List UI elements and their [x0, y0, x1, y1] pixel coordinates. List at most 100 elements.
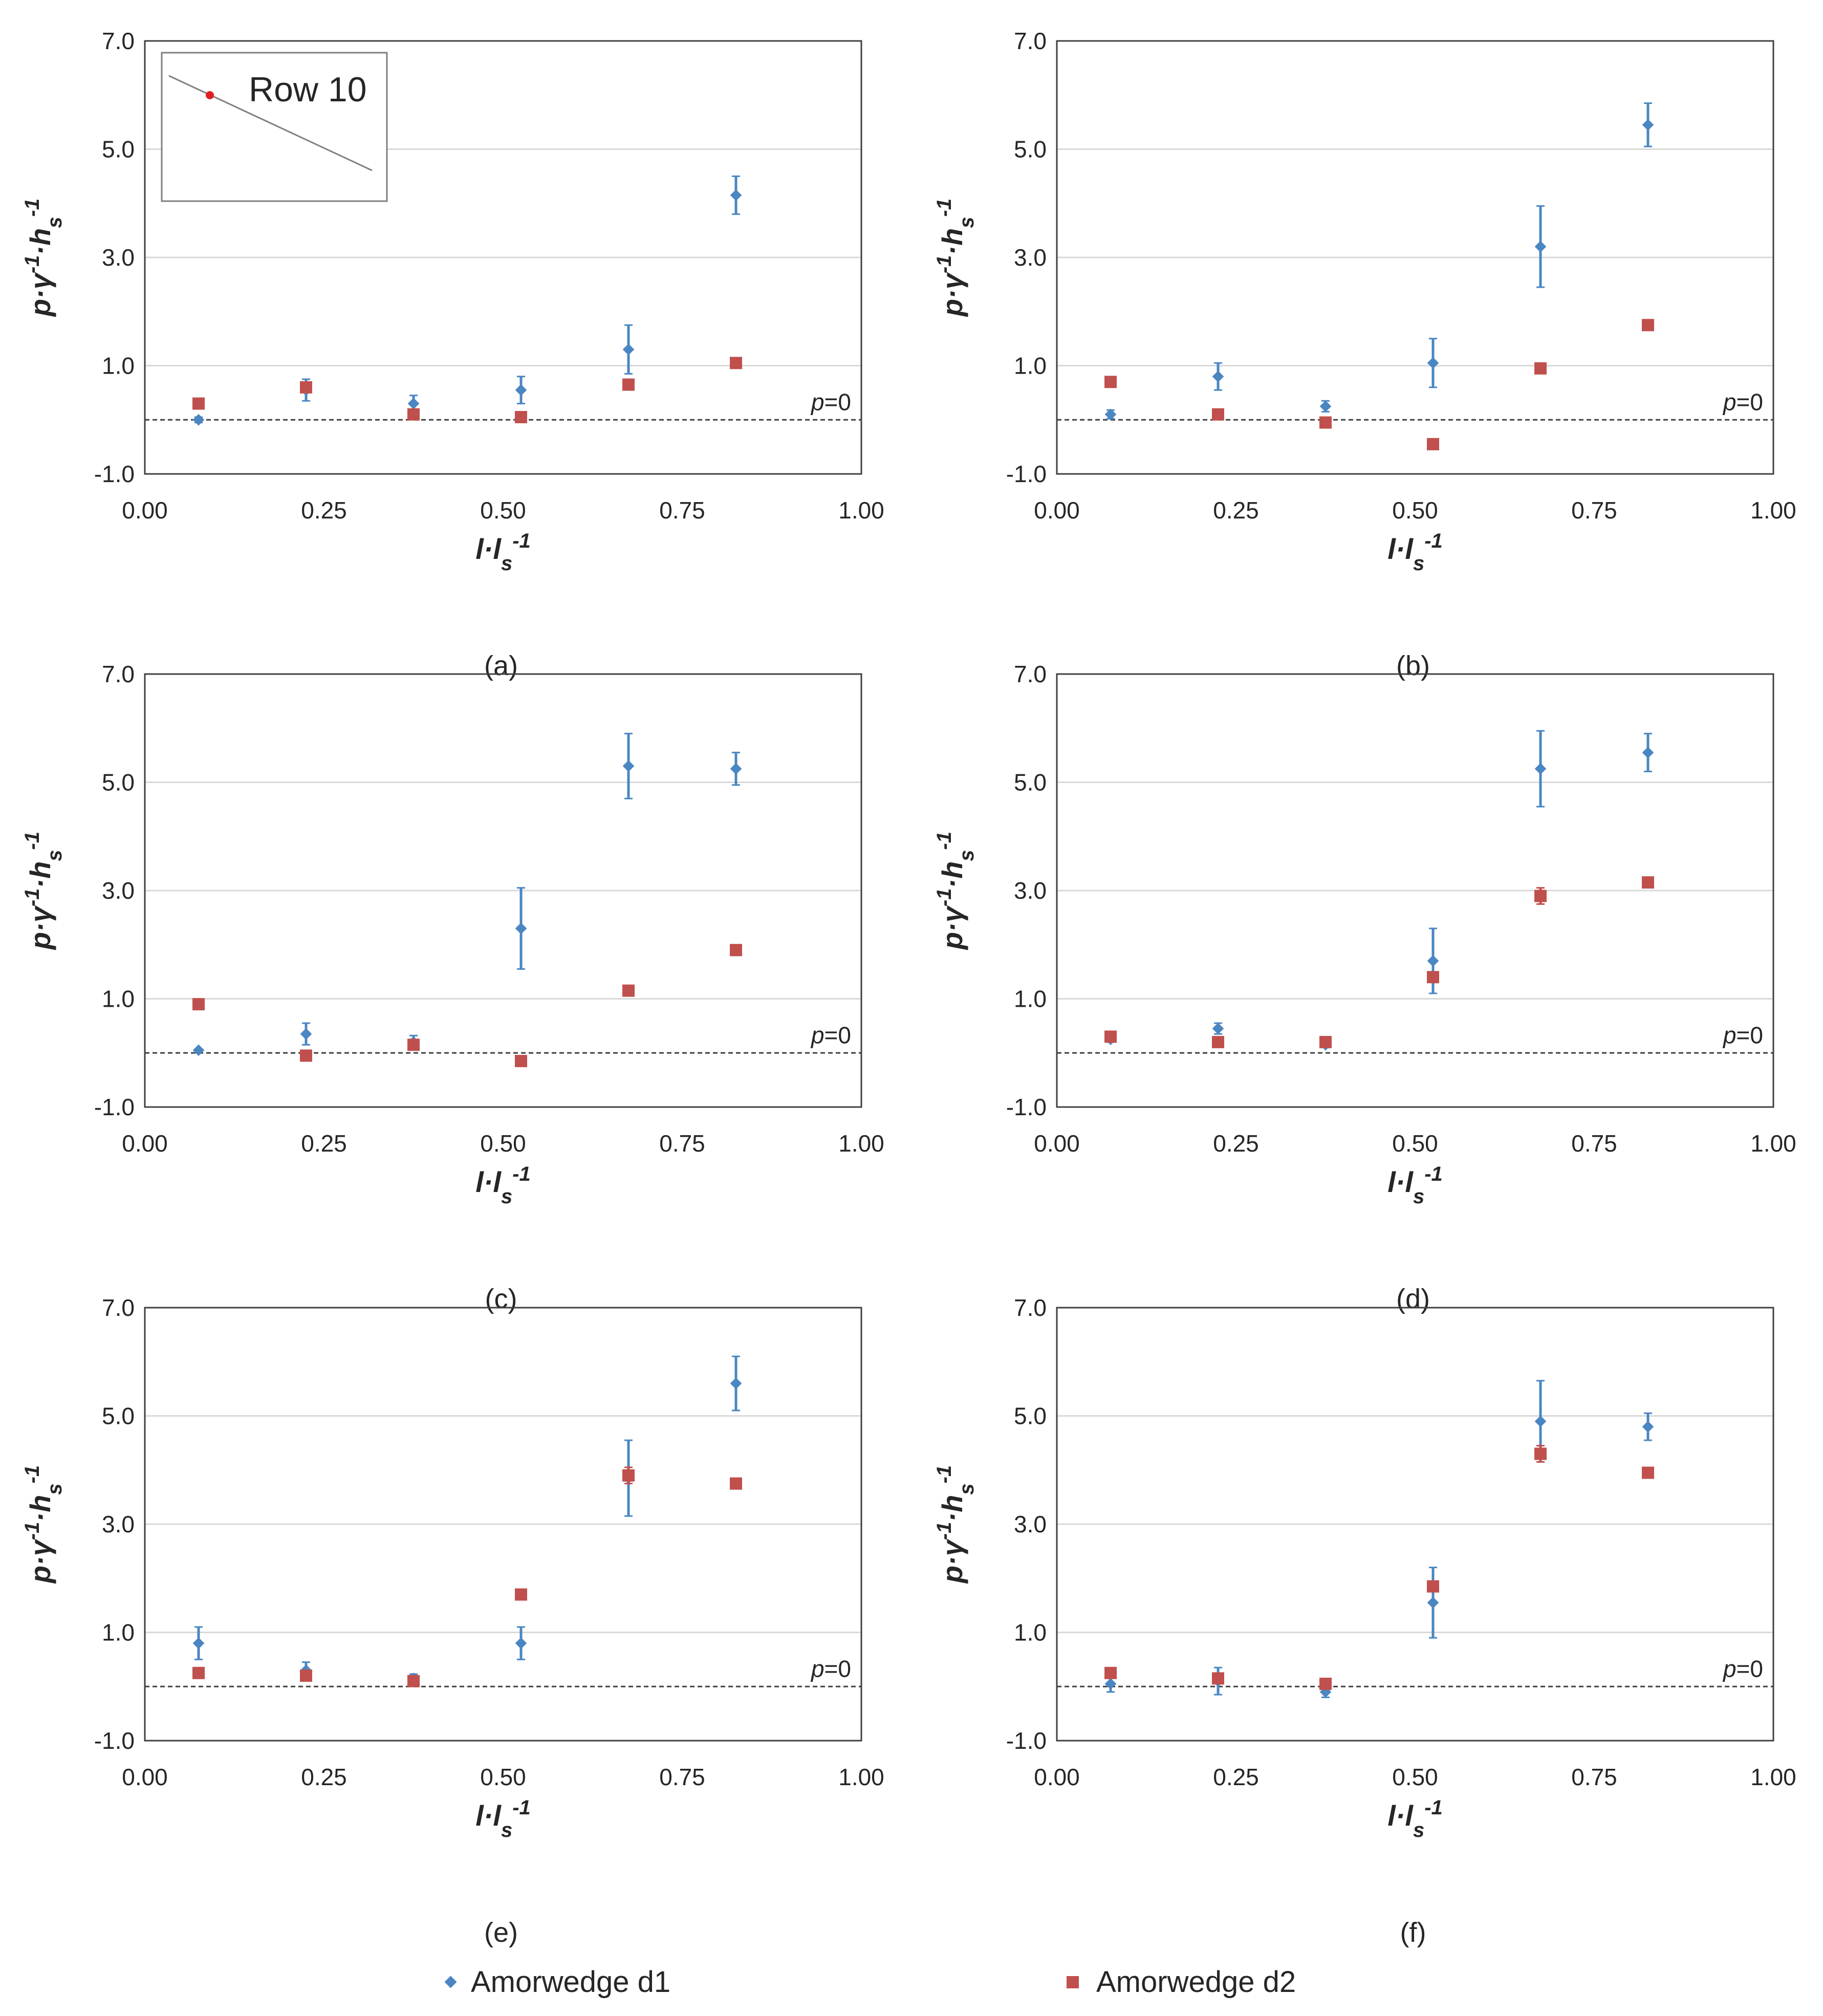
inset-label: Row 10 [249, 70, 367, 109]
panel-a-point-d1 [192, 414, 205, 426]
panel-d-point-d2 [1427, 971, 1439, 984]
panel-c-ytick-label: 1.0 [102, 986, 135, 1012]
panel-f-ytick-label: 1.0 [1014, 1619, 1047, 1646]
panel-a-point-d1 [515, 384, 527, 396]
panel-d-label: (d) [1396, 1284, 1430, 1314]
panel-f-point-d2 [1319, 1677, 1332, 1690]
panel-b-point-d2 [1212, 408, 1224, 421]
panel-b-point-d2 [1642, 319, 1654, 332]
panel-b-point-d1 [1212, 371, 1224, 382]
panel-b-xlabel: l·ls-1 [1387, 530, 1443, 575]
panel-d-ytick-label: 3.0 [1014, 877, 1047, 904]
panel-b-point-d2 [1427, 438, 1439, 450]
panel-f: -1.0 1.0 3.0 5.0 7.0 0.00 0.25 0.50 0.75 1.00 p=0 l… [933, 1294, 1796, 1948]
panel-f-ytick-label: 5.0 [1014, 1403, 1047, 1429]
panel-f-xtick-label: 1.00 [1750, 1764, 1796, 1790]
panel-d-point-d2 [1104, 1030, 1117, 1043]
panel-b-xtick-label: 0.00 [1034, 497, 1080, 524]
panel-d-xlabel: l·ls-1 [1387, 1163, 1443, 1208]
panel-c-point-d2 [730, 944, 742, 957]
panel-e-xtick-label: 0.75 [659, 1764, 705, 1790]
panel-a-point-d2 [515, 410, 527, 423]
panel-e-point-d2 [515, 1588, 527, 1601]
panel-c-point-d2 [192, 998, 205, 1011]
panel-f-point-d2 [1534, 1447, 1547, 1460]
panel-c-xtick-label: 0.75 [659, 1130, 705, 1157]
panel-c-plot-frame [144, 673, 862, 1108]
panel-e-point-d2 [730, 1477, 742, 1490]
panels: -1.0 1.0 3.0 5.0 7.0 0.00 0.25 0.50 0.75 1.00 p=0 l… [21, 28, 1796, 1948]
panel-c-label: (c) [485, 1284, 517, 1314]
panel-b-xtick-label: 1.00 [1750, 497, 1796, 524]
panel-e-label: (e) [484, 1917, 518, 1948]
panel-a-ytick-label: 1.0 [102, 353, 135, 379]
panel-f-xlabel: l·ls-1 [1387, 1796, 1443, 1841]
panel-b-plot-frame [1056, 40, 1774, 475]
panel-c-xlabel: l·ls-1 [475, 1163, 531, 1208]
panel-f-xtick-label: 0.25 [1213, 1764, 1259, 1790]
panel-e-ylabel: p·γ-1·hs-1 [21, 1465, 66, 1584]
panel-a-plot-frame [144, 40, 862, 475]
legend-item-d2: Amorwedge d2 [1067, 1965, 1296, 1999]
panel-f-point-d2 [1642, 1466, 1654, 1479]
panel-a-ytick-label: 7.0 [102, 28, 135, 54]
panel-b-ytick-label: 5.0 [1014, 136, 1047, 163]
panel-c-xtick-label: 0.00 [122, 1130, 168, 1157]
panel-d-point-d2 [1534, 890, 1547, 902]
panel-f-point-d2 [1212, 1672, 1224, 1685]
panel-f-xtick-label: 0.00 [1034, 1764, 1080, 1790]
panel-b-xtick-label: 0.75 [1571, 497, 1617, 524]
panel-d-ytick-label: 5.0 [1014, 769, 1047, 796]
panel-f-plot-frame [1056, 1307, 1774, 1742]
panel-e-point-d1 [515, 1637, 527, 1649]
panel-b-point-d1 [1427, 357, 1439, 369]
panel-c-ytick-label: 5.0 [102, 769, 135, 796]
legend-label-d2: Amorwedge d2 [1096, 1965, 1296, 1999]
panel-f-point-d2 [1104, 1666, 1117, 1679]
panel-e-ytick-label: -1.0 [94, 1727, 135, 1754]
panel-e-point-d1 [192, 1637, 205, 1649]
panel-b-ytick-label: 7.0 [1014, 28, 1047, 54]
panel-e-ytick-label: 7.0 [102, 1294, 135, 1321]
panel-a-point-d2 [407, 408, 420, 421]
panel-e-ytick-label: 3.0 [102, 1511, 135, 1537]
panel-b-reference-label: p=0 [1722, 388, 1763, 415]
panel-b-point-d2 [1104, 376, 1117, 388]
panel-a-xtick-label: 0.00 [122, 497, 168, 524]
panel-d-point-d2 [1319, 1036, 1332, 1049]
legend-item-d1: Amorwedge d1 [444, 1965, 670, 1999]
inset-diagram: Row 10 [161, 52, 388, 202]
panel-a-point-d2 [300, 381, 312, 394]
panel-d-xtick-label: 0.00 [1034, 1130, 1080, 1157]
panel-f-label: (f) [1400, 1917, 1426, 1948]
panel-e-xtick-label: 1.00 [838, 1764, 884, 1790]
panel-f-point-d1 [1642, 1421, 1654, 1433]
panel-a-point-d1 [622, 343, 635, 356]
panel-b-xtick-label: 0.50 [1392, 497, 1438, 524]
panel-c-ytick-label: -1.0 [94, 1094, 135, 1120]
panel-a-point-d1 [730, 189, 742, 201]
panel-b-ytick-label: 3.0 [1014, 244, 1047, 271]
panel-f-ytick-label: 3.0 [1014, 1511, 1047, 1537]
panel-b-point-d1 [1104, 408, 1117, 420]
panel-c-ytick-label: 7.0 [102, 661, 135, 687]
panel-b-point-d2 [1534, 362, 1547, 375]
panel-d-reference-label: p=0 [1722, 1022, 1763, 1048]
panel-a-ytick-label: 3.0 [102, 244, 135, 271]
panel-d-ylabel: p·γ-1·hs-1 [933, 832, 978, 950]
panel-a-point-d2 [192, 397, 205, 410]
panel-e-point-d2 [300, 1670, 312, 1682]
panel-e-point-d1 [730, 1377, 742, 1390]
panel-b-point-d1 [1642, 119, 1654, 131]
panel-c-point-d1 [622, 760, 635, 772]
panel-d-xtick-label: 0.25 [1213, 1130, 1259, 1157]
panel-b: -1.0 1.0 3.0 5.0 7.0 0.00 0.25 0.50 0.75 1.00 p=0 l… [933, 28, 1796, 681]
panel-e-point-d2 [407, 1675, 420, 1687]
panel-f-point-d1 [1534, 1415, 1547, 1427]
panel-e-ytick-label: 1.0 [102, 1619, 135, 1646]
panel-c-point-d1 [300, 1028, 312, 1040]
panel-f-ylabel: p·γ-1·hs-1 [933, 1465, 978, 1584]
panel-d-point-d1 [1427, 955, 1439, 967]
panel-a-point-d2 [730, 357, 742, 370]
